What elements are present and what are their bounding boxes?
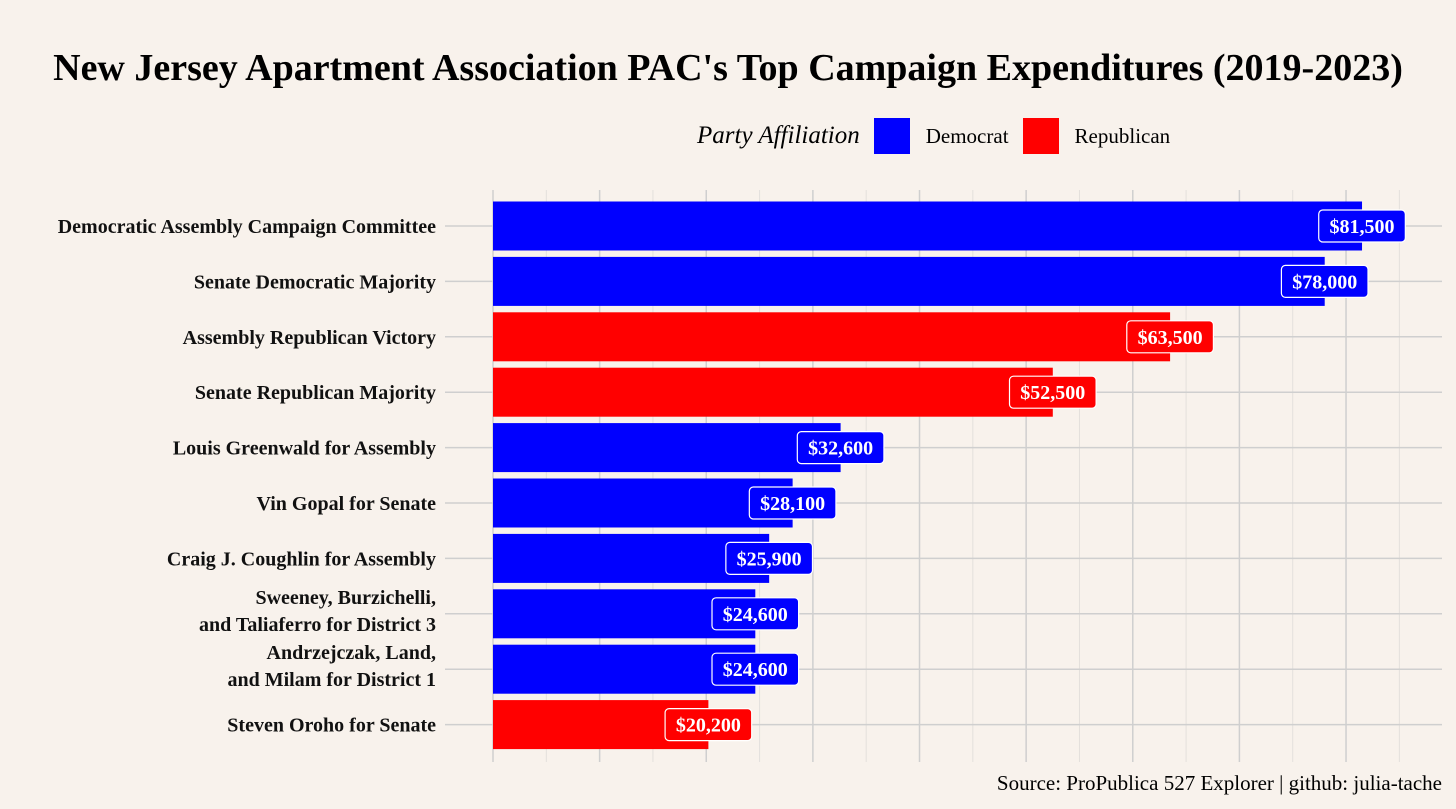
value-label-box — [711, 652, 800, 686]
source-note: Source: ProPublica 527 Explorer | github… — [996, 771, 1442, 795]
value-label-box — [1318, 209, 1406, 243]
category-label: Senate Republican Majority — [195, 382, 436, 404]
value-label: $32,600 — [808, 438, 873, 460]
value-label-box — [711, 597, 800, 631]
value-label-box — [1008, 375, 1097, 409]
category-label: Louis Greenwald for Assembly — [173, 438, 436, 460]
value-label-box — [748, 486, 837, 520]
bar — [493, 312, 1171, 362]
category-label: Steven Oroho for Senate — [227, 715, 436, 737]
category-label: Craig J. Coughlin for Assembly — [167, 548, 436, 570]
legend-swatch-democrat — [873, 118, 910, 154]
bar — [493, 423, 841, 473]
bar — [493, 367, 1053, 417]
chart-title: New Jersey Apartment Association PAC's T… — [53, 47, 1403, 89]
value-label-box — [796, 431, 885, 465]
legend-label-democrat: Democrat — [925, 123, 1009, 148]
value-label-box — [1126, 320, 1214, 354]
value-label: $78,000 — [1292, 271, 1357, 293]
category-label: Assembly Republican Victory — [183, 327, 436, 349]
value-label: $20,200 — [676, 715, 741, 737]
value-label: $24,600 — [723, 659, 788, 681]
legend-label-republican: Republican — [1074, 123, 1171, 148]
value-label-box — [725, 541, 814, 576]
legend-item-democrat: Democrat — [873, 118, 1009, 154]
legend-swatch-republican — [1022, 118, 1059, 154]
value-label: $24,600 — [723, 604, 788, 626]
value-label: $63,500 — [1138, 327, 1203, 349]
category-label: Sweeney, Burzichelli, and Taliaferro for … — [199, 587, 436, 636]
legend: Party Affiliation Democrat Republican — [697, 116, 1184, 156]
bar — [493, 256, 1325, 306]
category-label: Democratic Assembly Campaign Committee — [58, 216, 436, 238]
category-label: Andrzejczak, Land, and Milam for District… — [228, 642, 437, 691]
value-label: $52,500 — [1020, 382, 1085, 404]
value-label: $81,500 — [1330, 216, 1395, 238]
category-label: Vin Gopal for Senate — [257, 493, 437, 515]
bar — [493, 478, 793, 528]
value-label: $25,900 — [737, 548, 802, 570]
bar — [493, 201, 1363, 251]
legend-item-republican: Republican — [1022, 118, 1171, 154]
value-label-box — [1280, 264, 1369, 298]
value-label: $28,100 — [760, 493, 825, 515]
category-label: Senate Democratic Majority — [194, 271, 436, 293]
legend-title: Party Affiliation — [697, 122, 860, 149]
bar — [493, 533, 770, 583]
value-label-box — [664, 707, 753, 742]
